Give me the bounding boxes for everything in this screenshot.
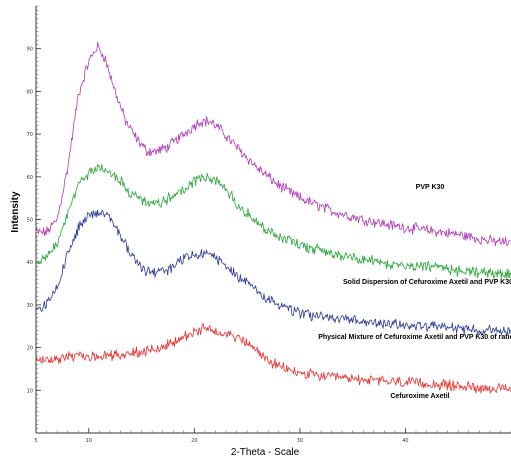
series-line <box>35 41 511 247</box>
y-tick-label: 80 <box>27 89 33 95</box>
x-axis-title: 2-Theta - Scale <box>231 447 300 458</box>
series-line <box>35 209 511 336</box>
x-tick-label: 20 <box>191 438 197 444</box>
y-tick-label: 90 <box>27 47 33 53</box>
y-tick-label: 10 <box>27 388 33 394</box>
series-label: Cefuroxime Axetil <box>390 393 449 400</box>
axes: 10 20 30 40 50 60 70 80 90 5 10 20 30 40 <box>27 5 511 444</box>
y-axis-title: Intensity <box>10 191 21 233</box>
x-tick-label: 5 <box>34 438 37 444</box>
y-tick-label: 50 <box>27 218 33 224</box>
series-label: Physical Mixture of Cefuroxime Axetil an… <box>318 334 511 341</box>
labels-layer: PVP K30 Solid Dispersion of Cefuroxime Ax… <box>318 184 511 400</box>
x-tick-label: 10 <box>86 438 92 444</box>
x-tick-label: 40 <box>402 438 408 444</box>
y-tick-label: 60 <box>27 175 33 181</box>
series-line <box>35 163 511 280</box>
y-tick-label: 30 <box>27 303 33 309</box>
series-layer <box>35 41 511 394</box>
series-line <box>35 322 511 394</box>
x-tick-label: 30 <box>297 438 303 444</box>
y-tick-label: 40 <box>27 260 33 266</box>
series-label: Solid Dispersion of Cefuroxime Axetil an… <box>343 279 511 286</box>
series-label: PVP K30 <box>416 184 445 191</box>
y-tick-label: 20 <box>27 346 33 352</box>
y-tick-label: 70 <box>27 132 33 138</box>
